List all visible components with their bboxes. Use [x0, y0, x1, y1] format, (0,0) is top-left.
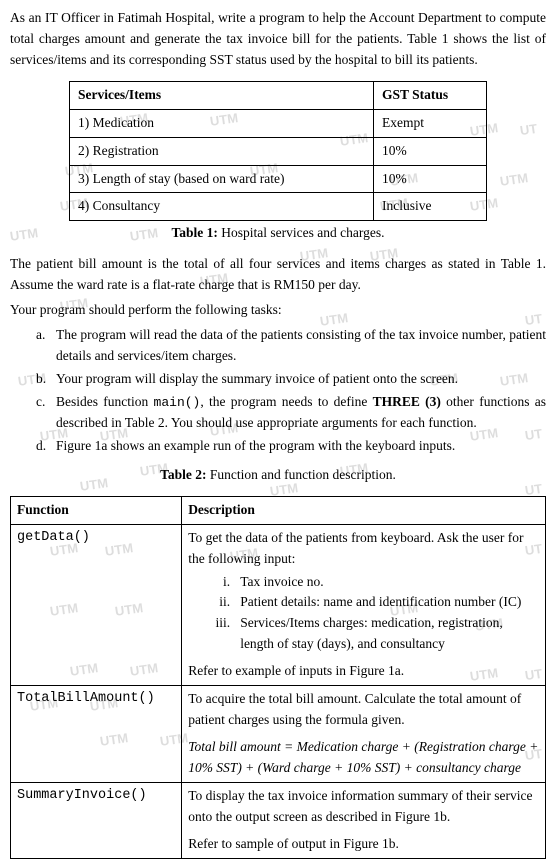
t1-r4-c1: 4) Consultancy — [69, 193, 373, 221]
task-a-label: a. — [36, 325, 56, 367]
table-2: Function Description getData() To get th… — [10, 496, 546, 859]
t2-r3-fn: SummaryInvoice() — [11, 782, 182, 858]
task-b-label: b. — [36, 369, 56, 390]
t1-header-gst: GST Status — [373, 81, 486, 109]
task-c-text: Besides function main(), the program nee… — [56, 392, 546, 434]
t2-r1-fn: getData() — [11, 524, 182, 685]
t2-r1-ii: Patient details: name and identification… — [240, 592, 539, 613]
task-a-text: The program will read the data of the pa… — [56, 325, 546, 367]
t1-r1-c1: 1) Medication — [69, 109, 373, 137]
task-c-label: c. — [36, 392, 56, 434]
t2-r3-d2: Refer to sample of output in Figure 1b. — [188, 836, 399, 851]
t1-caption-bold: Table 1: — [172, 225, 218, 240]
task-b-text: Your program will display the summary in… — [56, 369, 546, 390]
t2-r2-d1: To acquire the total bill amount. Calcul… — [188, 691, 521, 727]
t1-r1-c2: Exempt — [373, 109, 486, 137]
task-c-code: main() — [154, 395, 201, 410]
t2-r1-ii-lab: ii. — [212, 592, 240, 613]
intro-paragraph: As an IT Officer in Fatimah Hospital, wr… — [10, 8, 546, 71]
table-1: Services/Items GST Status 1) Medication … — [69, 81, 487, 222]
t2-header-desc: Description — [182, 496, 546, 524]
task-c-bold: THREE (3) — [373, 394, 441, 409]
t2-r3-d1: To display the tax invoice information s… — [188, 788, 532, 824]
table-1-caption: Table 1: Hospital services and charges. — [10, 223, 546, 244]
mid-paragraph-1: The patient bill amount is the total of … — [10, 254, 546, 296]
t2-r1-d1: To get the data of the patients from key… — [188, 530, 523, 566]
t1-caption-rest: Hospital services and charges. — [218, 225, 385, 240]
t2-r1-iii: Services/Items charges: medication, regi… — [240, 613, 539, 655]
t1-r3-c2: 10% — [373, 165, 486, 193]
t2-r1-d2: Refer to example of inputs in Figure 1a. — [188, 663, 404, 678]
table-2-caption: Table 2: Function and function descripti… — [10, 465, 546, 486]
t2-r1-iii-lab: iii. — [212, 613, 240, 655]
task-d-label: d. — [36, 436, 56, 457]
mid-paragraph-2: Your program should perform the followin… — [10, 300, 546, 321]
t2-header-fn: Function — [11, 496, 182, 524]
t2-caption-bold: Table 2: — [160, 467, 206, 482]
t1-header-services: Services/Items — [69, 81, 373, 109]
t2-r1-i-lab: i. — [212, 572, 240, 593]
t1-r4-c2: Inclusive — [373, 193, 486, 221]
t1-r2-c1: 2) Registration — [69, 137, 373, 165]
t2-r1-desc: To get the data of the patients from key… — [182, 524, 546, 685]
tasks-list: a. The program will read the data of the… — [36, 325, 546, 457]
t1-r3-c1: 3) Length of stay (based on ward rate) — [69, 165, 373, 193]
t2-caption-rest: Function and function description. — [207, 467, 396, 482]
task-d-text: Figure 1a shows an example run of the pr… — [56, 436, 546, 457]
t2-r2-desc: To acquire the total bill amount. Calcul… — [182, 686, 546, 783]
task-c-pre: Besides function — [56, 394, 154, 409]
t2-r2-fn: TotalBillAmount() — [11, 686, 182, 783]
t2-r3-desc: To display the tax invoice information s… — [182, 782, 546, 858]
t2-r1-i: Tax invoice no. — [240, 572, 539, 593]
t2-r2-formula: Total bill amount = Medication charge + … — [188, 737, 539, 779]
t1-r2-c2: 10% — [373, 137, 486, 165]
task-c-mid: , the program needs to define — [200, 394, 372, 409]
